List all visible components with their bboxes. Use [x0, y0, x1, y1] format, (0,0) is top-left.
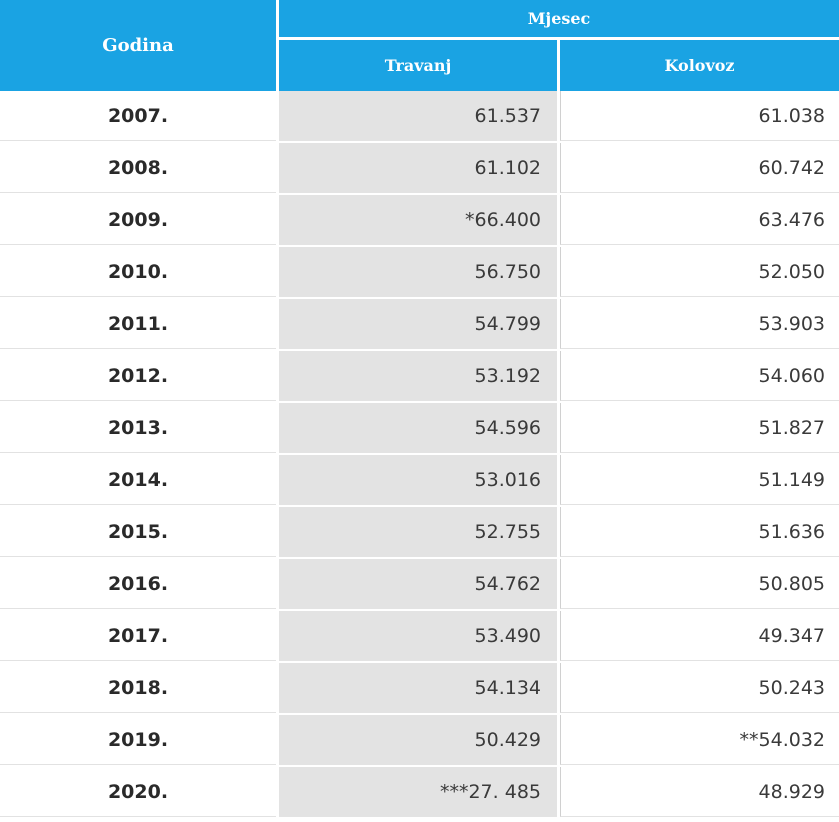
table-row: 2015. 52.755 51.636 — [0, 507, 839, 559]
year-cell: 2011. — [0, 299, 276, 349]
header-mjesec: Mjesec — [527, 8, 591, 28]
travanj-cell: 61.102 — [279, 143, 557, 193]
year-cell: 2014. — [0, 455, 276, 505]
kolovoz-cell: 61.038 — [560, 91, 839, 141]
header-godina: Godina — [102, 35, 174, 56]
travanj-cell: 54.799 — [279, 299, 557, 349]
table-row: 2012. 53.192 54.060 — [0, 351, 839, 403]
header-subdivider — [557, 40, 560, 91]
table-header: Godina Mjesec Travanj Kolovoz — [0, 0, 839, 91]
kolovoz-cell: 63.476 — [560, 195, 839, 245]
table-row: 2011. 54.799 53.903 — [0, 299, 839, 351]
kolovoz-cell: 51.636 — [560, 507, 839, 557]
year-cell: 2019. — [0, 715, 276, 765]
kolovoz-cell: 50.243 — [560, 663, 839, 713]
kolovoz-cell: **54.032 — [560, 715, 839, 765]
header-travanj: Travanj — [384, 56, 452, 75]
kolovoz-cell: 60.742 — [560, 143, 839, 193]
table-row: 2019. 50.429 **54.032 — [0, 715, 839, 767]
travanj-cell: 50.429 — [279, 715, 557, 765]
table-row: 2008. 61.102 60.742 — [0, 143, 839, 195]
table-row: 2020. ***27. 485 48.929 — [0, 767, 839, 819]
kolovoz-cell: 53.903 — [560, 299, 839, 349]
year-cell: 2007. — [0, 91, 276, 141]
year-cell: 2017. — [0, 611, 276, 661]
kolovoz-cell: 50.805 — [560, 559, 839, 609]
header-group-divider — [279, 37, 839, 40]
travanj-cell: 52.755 — [279, 507, 557, 557]
year-cell: 2008. — [0, 143, 276, 193]
table-row: 2016. 54.762 50.805 — [0, 559, 839, 611]
kolovoz-cell: 52.050 — [560, 247, 839, 297]
year-cell: 2018. — [0, 663, 276, 713]
header-divider — [276, 0, 279, 91]
year-cell: 2015. — [0, 507, 276, 557]
kolovoz-cell: 48.929 — [560, 767, 839, 817]
year-cell: 2009. — [0, 195, 276, 245]
table-row: 2007. 61.537 61.038 — [0, 91, 839, 143]
table-row: 2010. 56.750 52.050 — [0, 247, 839, 299]
travanj-cell: 56.750 — [279, 247, 557, 297]
year-cell: 2012. — [0, 351, 276, 401]
kolovoz-cell: 49.347 — [560, 611, 839, 661]
travanj-cell: 54.596 — [279, 403, 557, 453]
year-cell: 2010. — [0, 247, 276, 297]
table-row: 2014. 53.016 51.149 — [0, 455, 839, 507]
table-body: 2007. 61.537 61.038 2008. 61.102 60.742 2009. *… — [0, 91, 839, 819]
kolovoz-cell: 51.827 — [560, 403, 839, 453]
table-row: 2013. 54.596 51.827 — [0, 403, 839, 455]
year-cell: 2013. — [0, 403, 276, 453]
header-kolovoz: Kolovoz — [664, 56, 735, 75]
travanj-cell: 54.134 — [279, 663, 557, 713]
travanj-cell: ***27. 485 — [279, 767, 557, 817]
table-row: 2017. 53.490 49.347 — [0, 611, 839, 663]
travanj-cell: 53.016 — [279, 455, 557, 505]
travanj-cell: *66.400 — [279, 195, 557, 245]
table-row: 2018. 54.134 50.243 — [0, 663, 839, 715]
travanj-cell: 53.192 — [279, 351, 557, 401]
year-cell: 2020. — [0, 767, 276, 817]
table-row: 2009. *66.400 63.476 — [0, 195, 839, 247]
travanj-cell: 53.490 — [279, 611, 557, 661]
year-cell: 2016. — [0, 559, 276, 609]
travanj-cell: 54.762 — [279, 559, 557, 609]
kolovoz-cell: 54.060 — [560, 351, 839, 401]
kolovoz-cell: 51.149 — [560, 455, 839, 505]
travanj-cell: 61.537 — [279, 91, 557, 141]
